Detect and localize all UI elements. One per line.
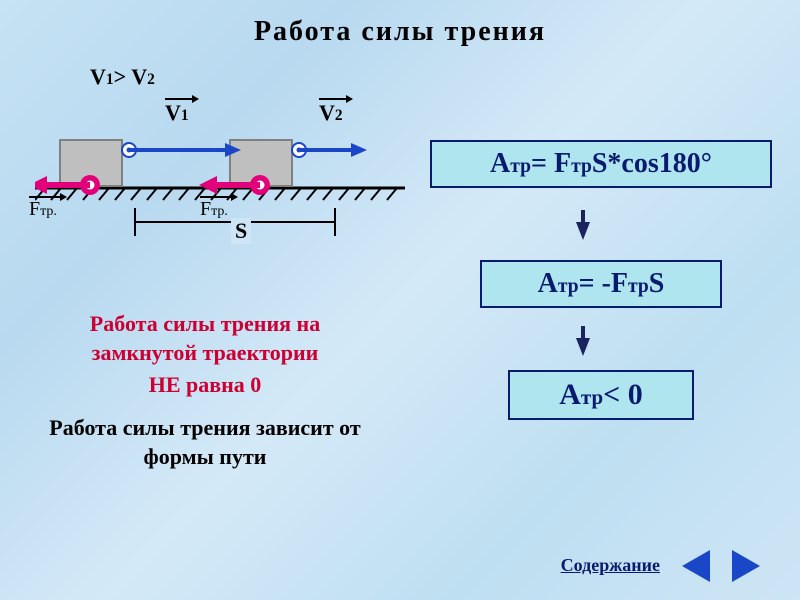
friction-diagram: V1 V2 Fтр. Fтр. S (35, 110, 405, 250)
velocity-inequality: V1> V2 (90, 64, 155, 90)
page-title: Работа силы трения (0, 16, 800, 48)
next-button[interactable] (732, 550, 760, 582)
contents-link[interactable]: Содержание (561, 555, 660, 576)
v2-label: V2 (319, 100, 343, 126)
arrow-down-1 (576, 222, 590, 240)
formula-1: Aтр= FтрS*cos180° (430, 140, 772, 188)
arrow-down-2 (576, 338, 590, 356)
ftr2-label: Fтр. (200, 198, 228, 221)
formula-3: Aтр< 0 (508, 370, 694, 420)
v1-label: V1 (165, 100, 189, 126)
formula-2: Aтр= -FтрS (480, 260, 722, 308)
note-not-zero: НЕ равна 0 (40, 372, 370, 398)
note-depends-on-path: Работа силы трения зависит от формы пути (40, 414, 370, 471)
prev-button[interactable] (682, 550, 710, 582)
note-closed-path: Работа силы трения на замкнутой траектор… (40, 310, 370, 367)
ftr1-label: Fтр. (29, 198, 57, 221)
s-label: S (231, 218, 251, 244)
